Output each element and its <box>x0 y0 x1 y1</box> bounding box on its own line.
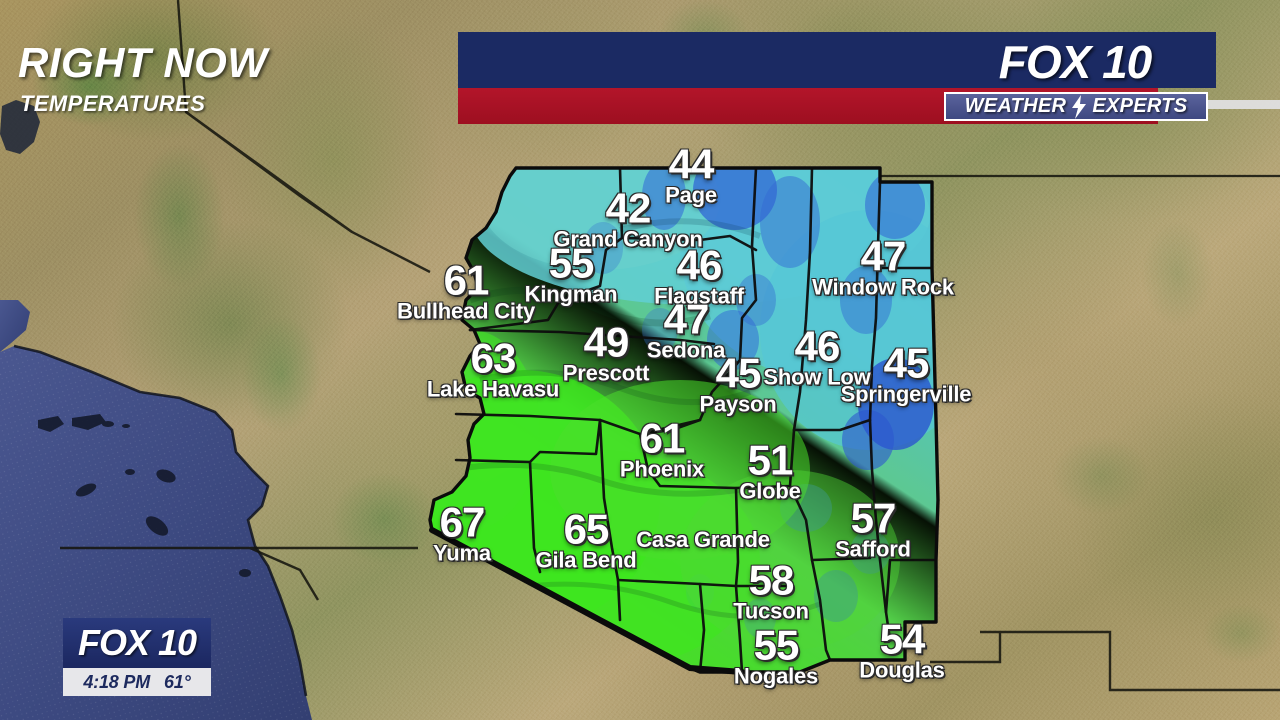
station-bug: FOX 10 4:18 PM 61° <box>63 618 211 696</box>
banner-blue-bar <box>458 32 1216 88</box>
banner-subtitle: TEMPERATURES <box>20 91 206 116</box>
fox10-logo-bug: FOX 10 <box>63 618 211 668</box>
bug-info-strip: 4:18 PM 61° <box>63 668 211 696</box>
weather-experts-bar: WEATHER EXPERTS <box>944 92 1208 121</box>
lightning-bolt-icon <box>1070 94 1088 119</box>
current-time: 4:18 PM <box>83 671 150 692</box>
weather-experts-left-label: WEATHER <box>964 95 1067 117</box>
fox10-bug-label: FOX 10 <box>77 622 197 663</box>
weather-experts-right-label: EXPERTS <box>1092 95 1188 117</box>
banner-white-rule <box>1208 100 1280 109</box>
fox10-logo-top: FOX 10 <box>998 36 1153 88</box>
banner-title: RIGHT NOW <box>18 39 268 86</box>
current-temperature: 61° <box>164 671 191 692</box>
